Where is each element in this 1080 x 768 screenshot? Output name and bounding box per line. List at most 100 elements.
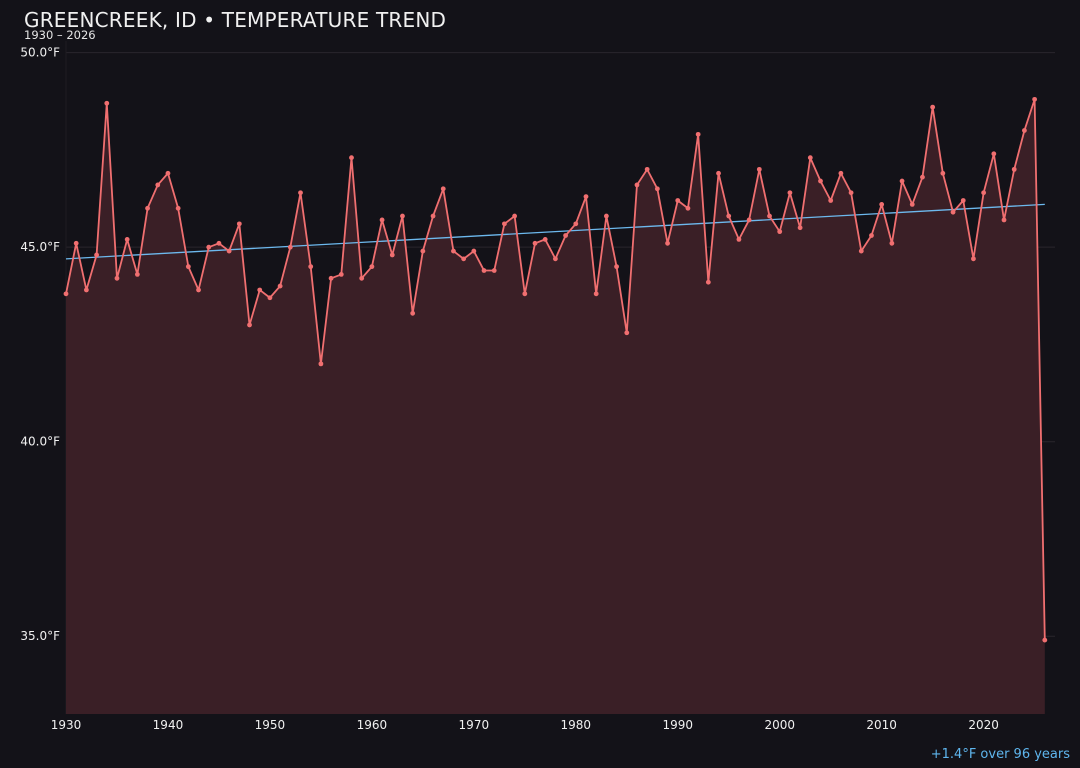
data-point-1981: [583, 194, 589, 200]
data-point-1963: [400, 213, 405, 219]
points-layer: [63, 96, 1048, 643]
y-tick-label-2: 45.0°F: [20, 240, 60, 254]
x-tick-label-7: 2000: [764, 718, 795, 732]
data-point-1966: [430, 213, 436, 219]
x-tick-label-9: 2020: [968, 718, 999, 732]
data-point-2021: [991, 151, 997, 157]
data-point-2012: [899, 178, 905, 184]
data-point-1964: [410, 310, 416, 316]
data-point-1974: [512, 213, 518, 219]
y-tick-label-0: 35.0°F: [20, 629, 60, 643]
data-point-1955: [318, 361, 324, 367]
data-point-1986: [634, 182, 640, 188]
data-point-1977: [542, 236, 548, 242]
data-point-1944: [206, 244, 212, 250]
data-point-1940: [165, 170, 171, 176]
data-point-2026: [1042, 637, 1048, 643]
data-point-1979: [563, 233, 568, 238]
data-point-1952: [287, 244, 293, 250]
data-point-1992: [695, 131, 701, 137]
data-point-2015: [930, 104, 936, 110]
data-point-1961: [379, 217, 385, 223]
data-point-2020: [981, 190, 987, 196]
data-point-1989: [665, 240, 670, 246]
data-point-1980: [573, 221, 579, 227]
data-point-2001: [787, 190, 793, 196]
data-point-1933: [94, 252, 99, 258]
data-point-2014: [920, 174, 925, 180]
data-point-1988: [654, 186, 660, 192]
data-point-1965: [420, 248, 426, 254]
data-point-1996: [736, 236, 742, 242]
data-point-1954: [308, 264, 314, 270]
data-point-2007: [848, 190, 854, 196]
x-tick-label-3: 1960: [357, 718, 388, 732]
data-point-1958: [349, 155, 354, 161]
data-point-1978: [553, 256, 558, 262]
data-point-1953: [298, 190, 303, 196]
data-point-1945: [216, 240, 222, 246]
data-point-1943: [196, 287, 201, 293]
data-point-2013: [909, 201, 915, 207]
trend-annotation: +1.4°F over 96 years: [930, 747, 1070, 762]
data-point-1999: [767, 213, 772, 219]
data-point-1947: [236, 221, 242, 227]
data-point-1987: [644, 166, 650, 172]
data-point-2025: [1032, 96, 1038, 102]
data-point-1946: [226, 248, 232, 254]
data-point-1983: [603, 213, 609, 219]
data-point-1990: [675, 198, 681, 203]
data-point-1997: [746, 217, 752, 223]
data-point-2011: [889, 240, 895, 246]
data-point-1991: [685, 205, 691, 211]
data-point-1967: [440, 186, 446, 192]
y-tick-label-1: 40.0°F: [20, 435, 60, 449]
data-point-2024: [1022, 128, 1027, 133]
data-point-1970: [471, 248, 477, 254]
data-point-1973: [502, 221, 507, 227]
data-point-1975: [522, 291, 528, 297]
data-point-2002: [797, 225, 803, 231]
data-point-1949: [257, 287, 263, 293]
data-point-1956: [328, 275, 334, 281]
x-tick-label-2: 1950: [255, 718, 286, 732]
data-point-2006: [838, 170, 844, 176]
data-point-1957: [338, 272, 344, 277]
data-point-1939: [155, 182, 161, 188]
x-tick-label-5: 1980: [561, 718, 592, 732]
data-point-1971: [481, 268, 487, 273]
data-point-1968: [451, 248, 456, 254]
x-tick-label-0: 1930: [51, 718, 82, 732]
data-point-2004: [818, 178, 823, 184]
data-point-1985: [624, 330, 630, 336]
y-tick-label-3: 50.0°F: [20, 46, 60, 60]
data-point-1938: [145, 205, 150, 211]
data-point-2009: [869, 233, 874, 238]
data-point-1937: [134, 272, 140, 277]
data-point-1998: [756, 166, 762, 172]
data-point-1936: [124, 236, 130, 242]
data-point-1962: [389, 252, 395, 258]
data-point-1932: [83, 287, 89, 293]
data-point-1982: [593, 291, 599, 297]
data-point-1960: [369, 264, 375, 270]
data-point-1984: [614, 264, 619, 270]
data-point-1942: [185, 264, 191, 270]
chart-title: GREENCREEK, ID • TEMPERATURE TREND: [24, 8, 447, 32]
axis-layer: 35.0°F 40.0°F 45.0°F 50.0°F 1930 1940 1950 1960…: [20, 46, 999, 732]
data-point-2016: [940, 170, 946, 176]
data-point-2008: [858, 248, 864, 254]
data-point-1994: [716, 170, 721, 176]
data-point-2017: [950, 209, 956, 215]
area-layer: [66, 99, 1045, 714]
data-point-1935: [114, 275, 120, 281]
x-tick-label-6: 1990: [662, 718, 693, 732]
x-tick-label-8: 2010: [866, 718, 897, 732]
chart-subtitle: 1930 – 2026: [24, 28, 96, 42]
data-point-2023: [1011, 166, 1017, 172]
data-point-2018: [960, 198, 966, 203]
data-point-1959: [359, 275, 365, 281]
data-point-2003: [807, 155, 813, 161]
